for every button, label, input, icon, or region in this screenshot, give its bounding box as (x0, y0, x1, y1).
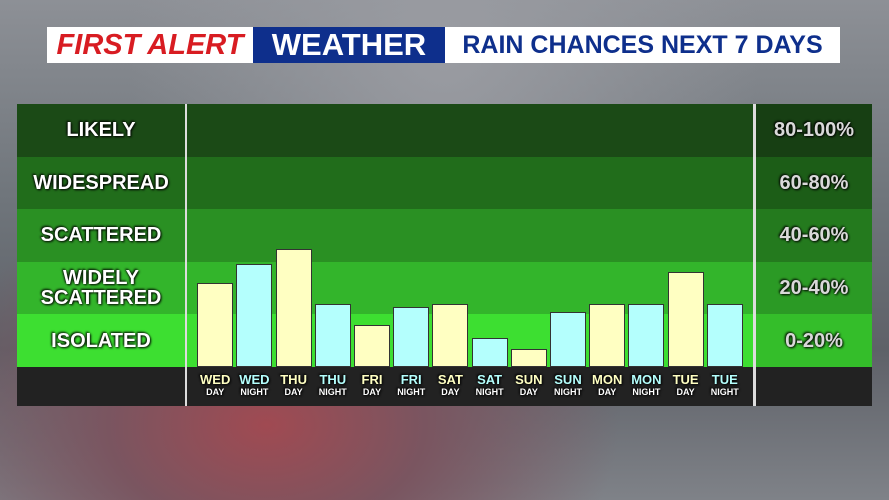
bar (550, 311, 586, 367)
bar (628, 303, 665, 367)
band-range: 0-20% (756, 314, 872, 367)
x-tick-label: THU (319, 371, 347, 387)
x-tick-sublabel: DAY (519, 387, 538, 397)
band-range: 60-80% (756, 156, 872, 210)
header-title: RAIN CHANCES NEXT 7 DAYS (445, 27, 840, 63)
x-tick-sublabel: DAY (206, 387, 225, 397)
bar (197, 282, 234, 367)
bar (471, 338, 508, 367)
separator (185, 104, 187, 406)
brand-weather: WEATHER (253, 27, 445, 63)
x-tick-label: TUE (711, 371, 738, 387)
x-tick-label: MON (592, 371, 623, 387)
x-tick-sublabel: NIGHT (318, 387, 347, 397)
bar (432, 303, 469, 367)
x-tick-label: WED (200, 371, 231, 387)
bar (589, 303, 626, 367)
bar (314, 303, 351, 367)
band-label-cell (17, 156, 185, 210)
band-label-cell (17, 209, 185, 262)
x-tick-label: FRI (400, 371, 422, 387)
band-range: 20-40% (756, 261, 872, 315)
x-tick-label: THU (280, 371, 307, 387)
x-tick-label: SAT (437, 371, 463, 387)
x-tick-sublabel: DAY (598, 387, 617, 397)
x-tick-sublabel: NIGHT (475, 387, 504, 397)
band-label-cell (17, 261, 185, 315)
bar (667, 272, 704, 367)
x-tick-label: MON (631, 371, 662, 387)
x-tick-sublabel: NIGHT (632, 387, 661, 397)
band-label: WIDESPREAD (33, 171, 169, 194)
band-label: WIDELY SCATTERED (40, 267, 162, 310)
band (187, 156, 753, 210)
x-tick-sublabel: DAY (362, 387, 382, 397)
x-tick-label: FRI (361, 371, 383, 387)
x-tick-label: WED (239, 371, 270, 387)
x-tick-label: TUE (672, 371, 699, 387)
bar (354, 324, 390, 367)
band-label: SCATTERED (40, 224, 162, 247)
band-label-cell (17, 314, 185, 367)
x-tick-label: SAT (477, 371, 503, 387)
x-tick-sublabel: DAY (441, 387, 460, 397)
band-label: ISOLATED (51, 329, 151, 352)
x-tick-sublabel: NIGHT (554, 387, 582, 397)
separator (753, 104, 756, 406)
brand: FIRST ALERT (47, 27, 253, 63)
bar (393, 306, 430, 367)
band-range: 80-100% (756, 104, 872, 157)
band (187, 104, 753, 157)
bar (706, 303, 743, 367)
x-tick-sublabel: NIGHT (397, 387, 426, 397)
band-range: 40-60% (756, 209, 872, 262)
x-tick-sublabel: NIGHT (710, 387, 739, 397)
band-label: LIKELY (66, 119, 136, 142)
band (187, 209, 753, 262)
x-tick-sublabel: DAY (676, 387, 695, 397)
band-label-cell (17, 104, 185, 157)
x-tick-sublabel: NIGHT (240, 387, 269, 397)
x-tick-label: SUN (554, 371, 582, 387)
x-tick-label: SUN (515, 371, 543, 387)
bar (510, 348, 547, 367)
bar (275, 248, 312, 367)
bar (236, 264, 273, 367)
x-tick-sublabel: DAY (284, 387, 303, 397)
